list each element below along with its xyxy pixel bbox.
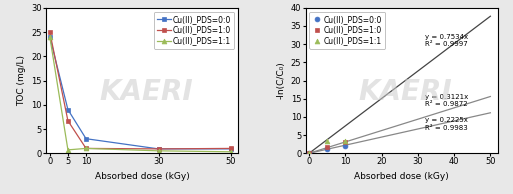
- Text: y = 0.3121x
R² = 0.9872: y = 0.3121x R² = 0.9872: [425, 94, 468, 107]
- X-axis label: Absorbed dose (kGy): Absorbed dose (kGy): [95, 172, 190, 181]
- Cu(II)_PDS=0:0: [47, 36, 53, 38]
- Cu(II)_PDS=1:0: [47, 31, 53, 33]
- Cu(II)_PDS=1:1: [47, 36, 53, 38]
- Line: Cu(II)_PDS=1:1: Cu(II)_PDS=1:1: [307, 138, 348, 156]
- Cu(II)_PDS=1:1: [228, 151, 234, 153]
- Cu(II)_PDS=1:0: [228, 147, 234, 150]
- Cu(II)_PDS=1:0: [306, 152, 312, 154]
- Line: Cu(II)_PDS=1:1: Cu(II)_PDS=1:1: [47, 34, 233, 154]
- Cu(II)_PDS=0:0: [228, 148, 234, 150]
- Cu(II)_PDS=0:0: [65, 108, 71, 111]
- Line: Cu(II)_PDS=1:0: Cu(II)_PDS=1:0: [47, 29, 233, 151]
- Line: Cu(II)_PDS=1:0: Cu(II)_PDS=1:0: [307, 139, 348, 156]
- Cu(II)_PDS=1:1: [155, 150, 162, 152]
- Cu(II)_PDS=1:0: [342, 140, 348, 143]
- Legend: Cu(II)_PDS=0:0, Cu(II)_PDS=1:0, Cu(II)_PDS=1:1: Cu(II)_PDS=0:0, Cu(II)_PDS=1:0, Cu(II)_P…: [154, 12, 234, 48]
- Cu(II)_PDS=1:1: [306, 152, 312, 154]
- Text: y = 0.2225x
R² = 0.9983: y = 0.2225x R² = 0.9983: [425, 117, 468, 131]
- Line: Cu(II)_PDS=0:0: Cu(II)_PDS=0:0: [307, 143, 348, 156]
- Cu(II)_PDS=0:0: [306, 152, 312, 154]
- Cu(II)_PDS=0:0: [324, 148, 330, 150]
- Cu(II)_PDS=0:0: [342, 145, 348, 147]
- Text: y = 0.7534x
R² = 0.9997: y = 0.7534x R² = 0.9997: [425, 34, 468, 47]
- X-axis label: Absorbed dose (kGy): Absorbed dose (kGy): [354, 172, 449, 181]
- Cu(II)_PDS=0:0: [155, 148, 162, 150]
- Y-axis label: -ln(C/C₀): -ln(C/C₀): [276, 62, 285, 99]
- Cu(II)_PDS=1:1: [324, 139, 330, 142]
- Cu(II)_PDS=0:0: [83, 138, 89, 140]
- Legend: Cu(II)_PDS=0:0, Cu(II)_PDS=1:0, Cu(II)_PDS=1:1: Cu(II)_PDS=0:0, Cu(II)_PDS=1:0, Cu(II)_P…: [309, 12, 385, 48]
- Cu(II)_PDS=1:0: [324, 146, 330, 149]
- Text: KAERI: KAERI: [359, 78, 452, 106]
- Cu(II)_PDS=1:1: [83, 147, 89, 150]
- Cu(II)_PDS=1:0: [83, 147, 89, 150]
- Y-axis label: TOC (mg/L): TOC (mg/L): [17, 55, 26, 106]
- Cu(II)_PDS=1:0: [155, 148, 162, 150]
- Cu(II)_PDS=1:1: [342, 139, 348, 142]
- Cu(II)_PDS=1:1: [65, 149, 71, 151]
- Line: Cu(II)_PDS=0:0: Cu(II)_PDS=0:0: [47, 34, 233, 151]
- Text: KAERI: KAERI: [99, 78, 193, 106]
- Cu(II)_PDS=1:0: [65, 120, 71, 122]
